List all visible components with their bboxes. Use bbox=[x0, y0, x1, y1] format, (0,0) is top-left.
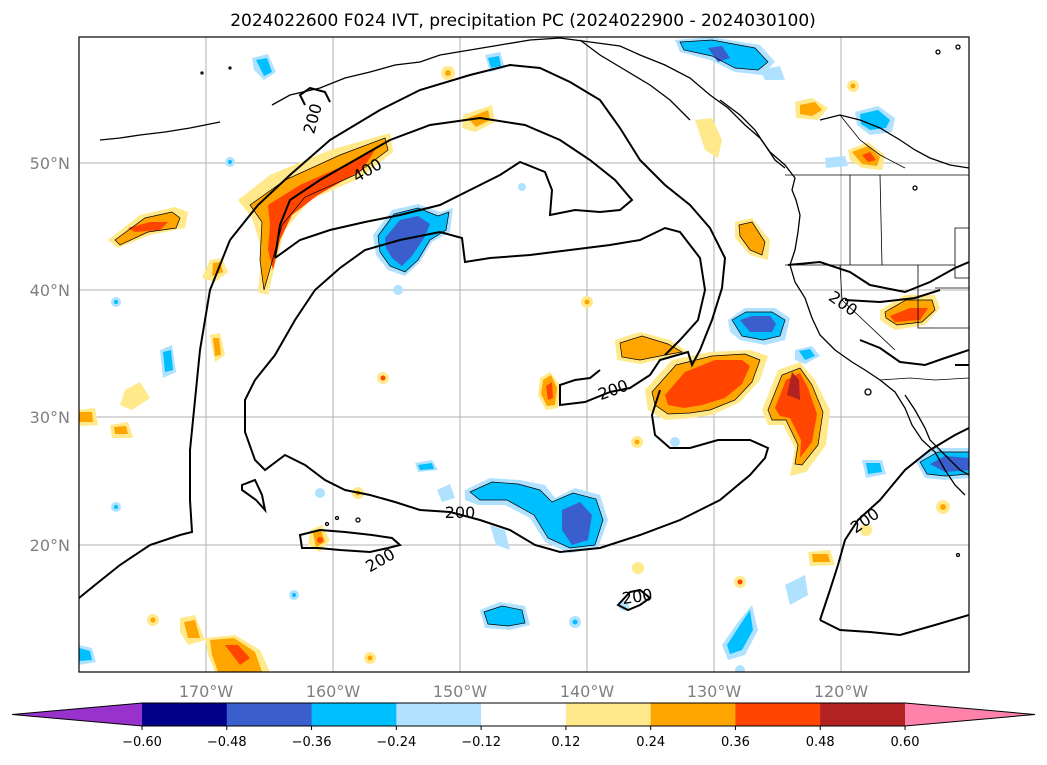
colorbar-swatch bbox=[735, 703, 821, 726]
anomaly-outlines bbox=[114, 39, 969, 627]
lat-label: 20°N bbox=[30, 536, 70, 555]
figure-title: 2024022600 F024 IVT, precipitation PC (2… bbox=[230, 11, 816, 31]
colorbar-tick-label: 0.36 bbox=[721, 735, 750, 750]
colorbar-swatch bbox=[12, 703, 142, 726]
colorbar-swatch bbox=[226, 703, 313, 726]
colorbar-swatch bbox=[142, 703, 228, 726]
colorbar-tick-label: −0.48 bbox=[207, 735, 247, 750]
map-panel: 200 400 200 200 200 200 200 200 bbox=[78, 36, 970, 673]
lat-label: 30°N bbox=[30, 408, 70, 427]
colorbar-swatch bbox=[820, 703, 906, 726]
longitude-labels: 170°W 160°W 150°W 140°W 130°W 120°W bbox=[179, 682, 869, 701]
map-frame bbox=[78, 36, 970, 673]
colorbar-swatch bbox=[650, 703, 736, 726]
ivt-contours bbox=[79, 63, 969, 637]
colorbar-tick-label: 0.60 bbox=[891, 735, 920, 750]
colorbar-swatch bbox=[396, 703, 482, 726]
colorbar-swatch bbox=[311, 703, 397, 726]
negative-anomalies bbox=[79, 37, 969, 672]
latitude-labels: 50°N 40°N 30°N 20°N bbox=[30, 154, 70, 555]
colorbar-tick-label: −0.24 bbox=[376, 735, 416, 750]
lon-label: 130°W bbox=[687, 682, 742, 701]
lon-label: 160°W bbox=[306, 682, 361, 701]
colorbar-tick-label: 0.48 bbox=[806, 735, 835, 750]
colorbar-swatch bbox=[565, 703, 652, 726]
colorbar-tick-label: 0.12 bbox=[551, 735, 580, 750]
positive-anomalies bbox=[79, 66, 950, 672]
colorbar-ticks: −0.60 −0.48 −0.36 −0.24 −0.12 0.12 0.24 0.36 0.4… bbox=[122, 726, 919, 750]
colorbar-tick-label: −0.36 bbox=[292, 735, 332, 750]
contour-label: 200 bbox=[621, 585, 654, 608]
contour-label: 200 bbox=[445, 503, 476, 522]
lon-label: 170°W bbox=[179, 682, 234, 701]
lat-label: 40°N bbox=[30, 281, 70, 300]
lon-label: 150°W bbox=[433, 682, 488, 701]
colorbar-tick-label: −0.12 bbox=[461, 735, 501, 750]
colorbar-swatch bbox=[481, 703, 567, 726]
lon-label: 140°W bbox=[560, 682, 615, 701]
colorbar: −0.60 −0.48 −0.36 −0.24 −0.12 0.12 0.24 0.36 0.4… bbox=[11, 702, 1036, 750]
lon-label: 120°W bbox=[814, 682, 869, 701]
colorbar-swatch bbox=[905, 703, 1035, 726]
map-background bbox=[79, 37, 969, 672]
lat-label: 50°N bbox=[30, 154, 70, 173]
colorbar-tick-label: −0.60 bbox=[122, 735, 162, 750]
coastlines bbox=[99, 37, 969, 558]
colorbar-swatches bbox=[11, 702, 1036, 727]
colorbar-tick-label: 0.24 bbox=[636, 735, 665, 750]
